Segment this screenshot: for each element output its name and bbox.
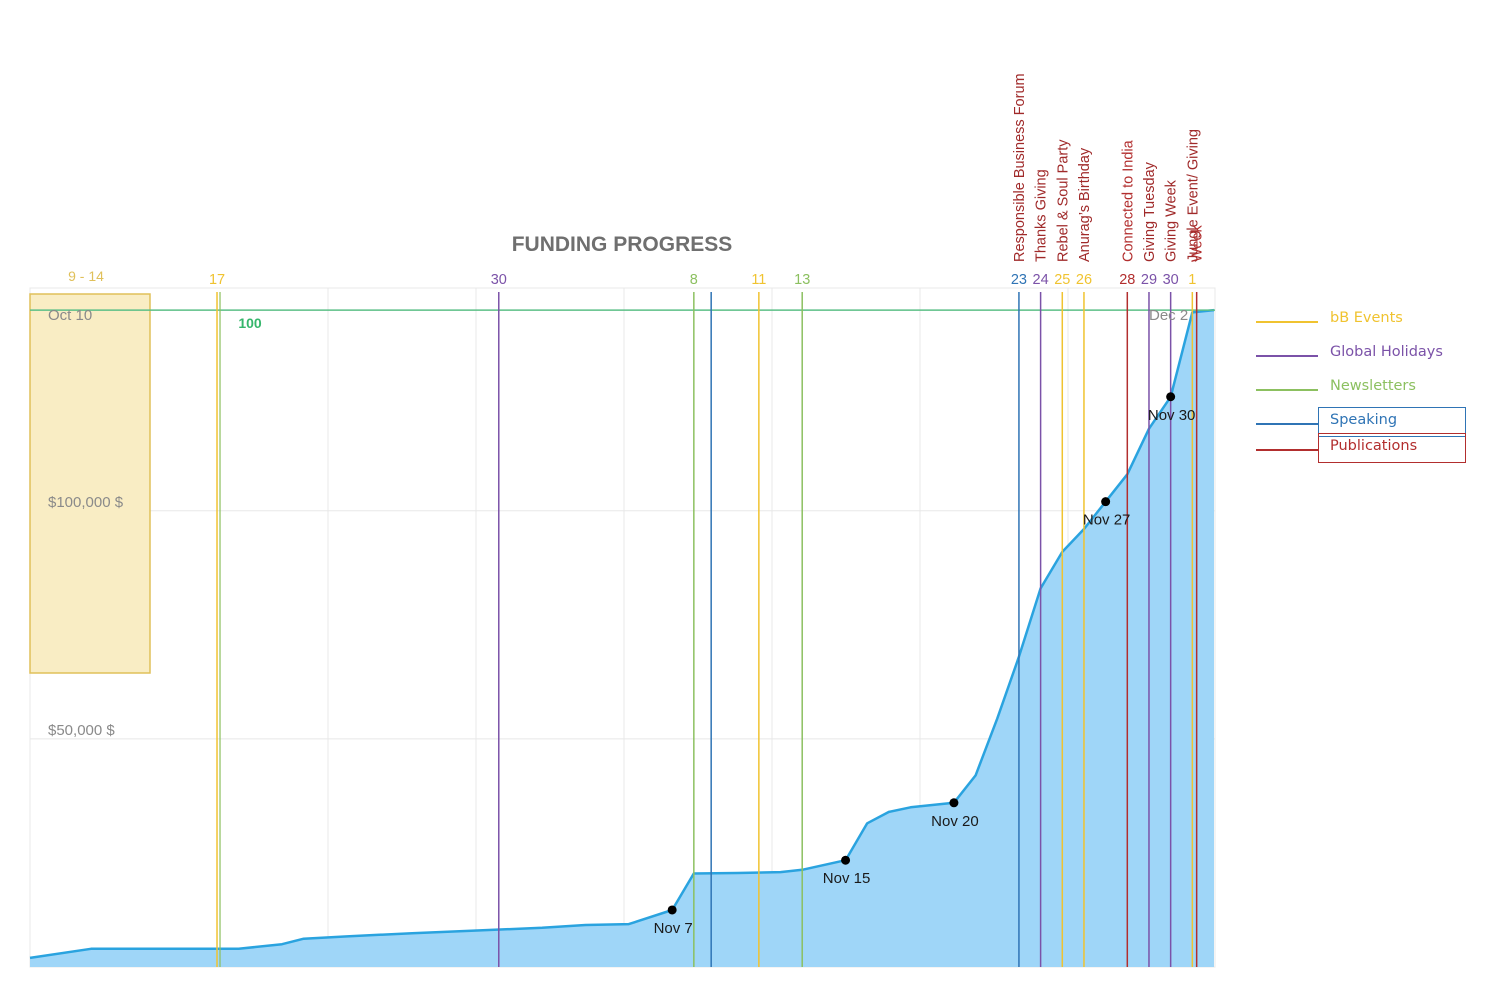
marker-label: 24 [1033,272,1049,288]
marker-event-label: Anurag’s Birthday [1077,147,1093,262]
marker-event-label: Jungle Event/ Giving [1185,129,1201,262]
marker-event-label: Thanks Giving [1034,169,1050,262]
target-label: 100 [238,315,262,331]
marker-event-label: Giving Week [1164,179,1180,262]
chart-text: FUNDING PROGRESS Oct 10 Dec 2 9 - 14 100… [48,233,1188,739]
legend-swatch [1256,355,1318,357]
y-tick-label: $50,000 $ [48,722,115,739]
marker-label: 17 [209,272,225,288]
legend-swatch [1256,423,1318,425]
data-point [1101,497,1111,507]
legend: bB Events Global Holidays Newsletters Speak… [1250,308,1480,478]
marker-label: 11 [751,272,766,288]
marker-label: 28 [1119,272,1135,288]
legend-swatch [1256,321,1318,323]
data-point-label: Nov 30 [1148,407,1196,424]
legend-item-holidays: Global Holidays [1250,342,1480,366]
legend-label: Global Holidays [1330,344,1443,360]
data-point-label: Nov 27 [1083,512,1131,529]
data-point [949,798,959,808]
data-point [1166,392,1176,402]
y-tick-label: $100,000 $ [48,494,124,511]
marker-label: 26 [1076,272,1092,288]
data-point [841,855,851,865]
marker-label: 1 [1188,272,1196,288]
marker-label: 30 [1163,272,1179,288]
data-point [667,905,677,915]
labeled-points: Nov 7 Nov 15 Nov 20 Nov 27 Nov 30 [654,392,1196,937]
funding-area-fill [30,310,1214,968]
marker-event-label: Connected to India [1120,139,1136,262]
marker-event-label: Giving Tuesday [1142,161,1158,262]
legend-label: Speaking [1330,412,1398,428]
x-end-label: Dec 2 [1149,307,1188,324]
legend-box [1318,433,1466,463]
data-point-label: Nov 20 [931,813,979,830]
marker-event-label: Responsible Business Forum [1012,73,1028,262]
marker-label: 13 [794,272,810,288]
event-markers: 17 30 8 11 13 23 Responsible Business Forum 24 T… [209,73,1206,967]
legend-label: Newsletters [1330,378,1416,394]
legend-label: Publications [1330,438,1418,454]
legend-item-newsletters: Newsletters [1250,376,1480,400]
marker-label: 30 [491,272,507,288]
data-point-label: Nov 15 [823,870,871,887]
highlight-range-label: 9 - 14 [68,268,104,284]
marker-label: 23 [1011,272,1027,288]
data-point-label: Nov 7 [654,920,693,937]
legend-swatch [1256,389,1318,391]
x-start-label: Oct 10 [48,307,92,324]
legend-item-publications: Publications [1250,436,1480,460]
funding-area [29,308,1215,968]
highlight-range-band [29,293,151,674]
legend-item-speaking: Speaking [1250,410,1480,434]
marker-event-label: Rebel & Soul Party [1055,139,1071,262]
legend-swatch [1256,449,1318,451]
marker-label: 29 [1141,272,1157,288]
marker-event-label: Week [1190,224,1206,262]
legend-item-events: bB Events [1250,308,1480,332]
marker-label: 25 [1054,272,1070,288]
marker-label: 8 [690,272,698,288]
highlight-range [29,293,151,674]
legend-label: bB Events [1330,310,1403,326]
chart-title: FUNDING PROGRESS [512,233,733,256]
legend-box [1318,407,1466,437]
